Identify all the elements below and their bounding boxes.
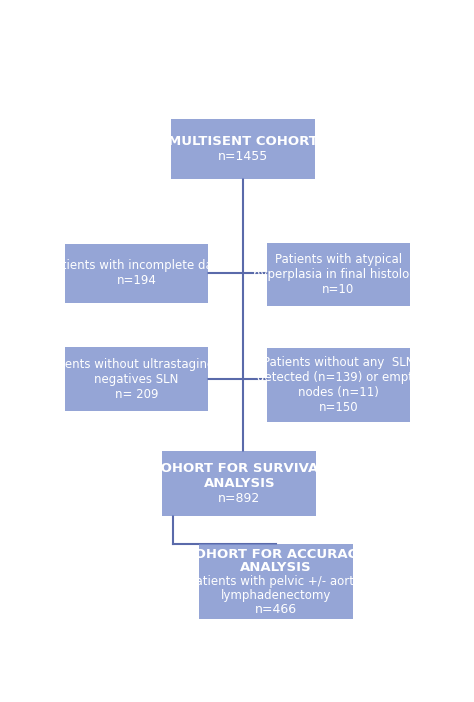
- Text: ANALYSIS: ANALYSIS: [240, 562, 312, 574]
- Text: Patients with atypical: Patients with atypical: [275, 253, 402, 266]
- Text: n=466: n=466: [255, 602, 297, 616]
- FancyBboxPatch shape: [162, 451, 316, 515]
- FancyBboxPatch shape: [267, 348, 410, 421]
- FancyBboxPatch shape: [199, 543, 353, 619]
- Text: Patients without ultrastaging of: Patients without ultrastaging of: [43, 358, 229, 371]
- Text: n=1455: n=1455: [218, 150, 268, 163]
- Text: n=892: n=892: [218, 492, 260, 505]
- Text: negatives SLN: negatives SLN: [94, 373, 179, 386]
- Text: n=10: n=10: [322, 283, 355, 296]
- Text: COHORT FOR SURVIVAL: COHORT FOR SURVIVAL: [151, 461, 327, 475]
- Text: lymphadenectomy: lymphadenectomy: [221, 589, 331, 602]
- Text: n=150: n=150: [319, 401, 358, 414]
- Text: MULTISENT COHORT: MULTISENT COHORT: [168, 135, 318, 148]
- Text: COHORT FOR ACCURACY: COHORT FOR ACCURACY: [185, 548, 367, 560]
- Text: n= 209: n= 209: [115, 388, 158, 401]
- Text: Patients without any  SLN: Patients without any SLN: [263, 356, 414, 369]
- Text: n=194: n=194: [117, 274, 156, 288]
- Text: detected (n=139) or empty: detected (n=139) or empty: [257, 371, 420, 384]
- Text: Patients with incomplete data: Patients with incomplete data: [48, 259, 225, 272]
- Text: hyperplasia in final histology: hyperplasia in final histology: [253, 268, 424, 281]
- Text: nodes (n=11): nodes (n=11): [298, 386, 379, 399]
- FancyBboxPatch shape: [171, 119, 315, 179]
- FancyBboxPatch shape: [65, 347, 208, 411]
- Text: Patients with pelvic +/- aortic: Patients with pelvic +/- aortic: [189, 575, 364, 588]
- FancyBboxPatch shape: [65, 244, 208, 303]
- FancyBboxPatch shape: [267, 243, 410, 306]
- Text: ANALYSIS: ANALYSIS: [203, 477, 275, 490]
